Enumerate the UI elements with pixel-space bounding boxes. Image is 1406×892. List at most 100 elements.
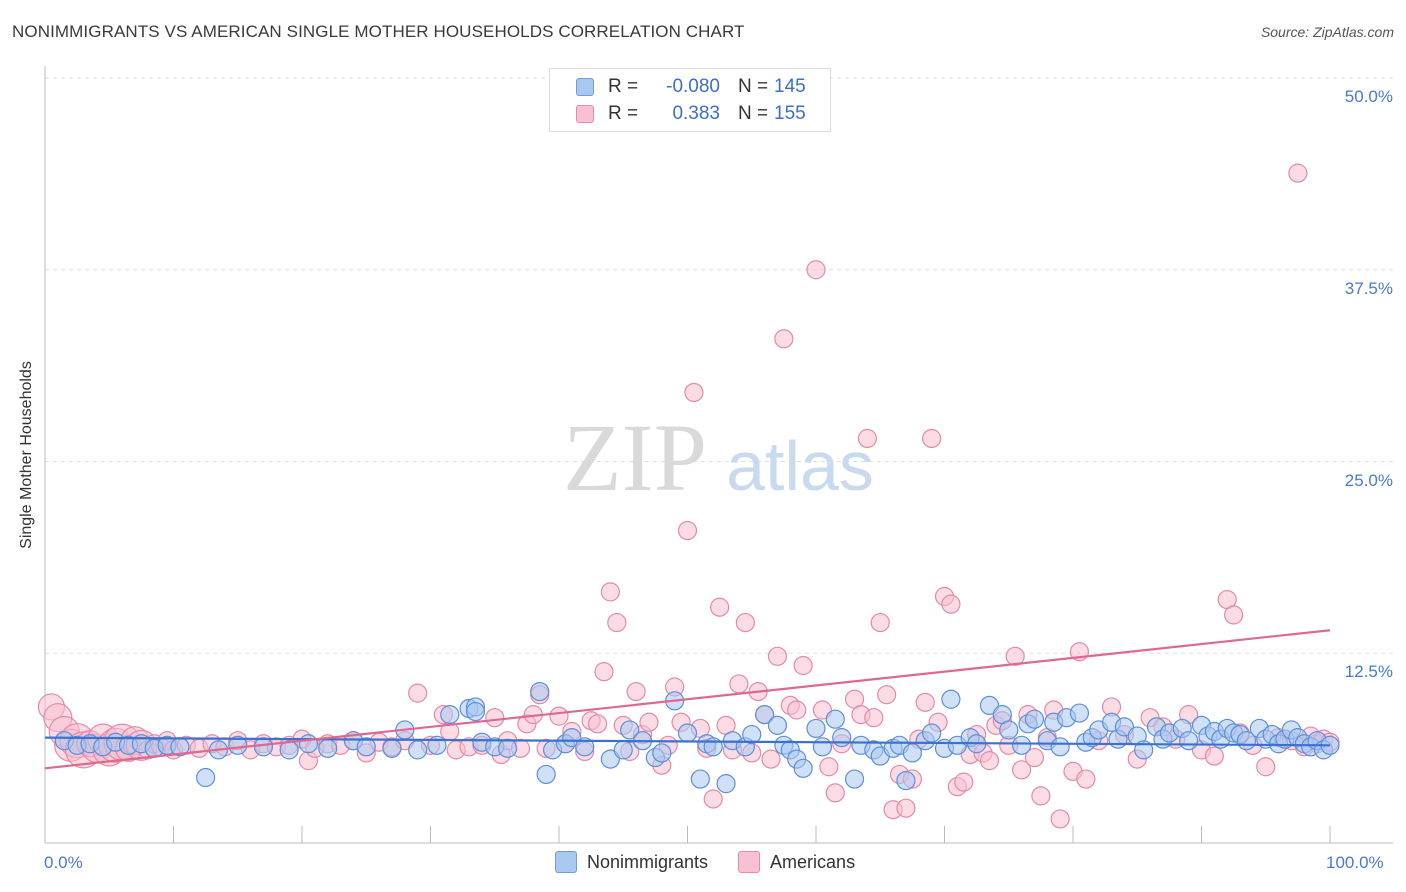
data-point	[716, 774, 736, 794]
n-label: N =	[738, 103, 769, 124]
chart-title: NONIMMIGRANTS VS AMERICAN SINGLE MOTHER …	[12, 22, 745, 41]
data-point	[318, 738, 338, 758]
data-point	[1005, 646, 1025, 666]
grid-lines	[45, 77, 1393, 654]
n-value: 155	[774, 103, 806, 124]
data-point	[1134, 740, 1154, 760]
data-point	[896, 770, 916, 791]
data-point	[735, 612, 755, 633]
data-point	[1024, 709, 1045, 729]
data-point	[652, 743, 672, 763]
data-point	[1031, 786, 1051, 806]
data-point	[793, 655, 813, 676]
data-point	[922, 723, 942, 743]
data-point	[382, 738, 402, 758]
data-point	[253, 737, 274, 757]
data-point	[613, 740, 633, 760]
data-point	[440, 705, 460, 725]
data-point	[761, 749, 781, 769]
data-point	[896, 798, 916, 818]
data-point	[1179, 731, 1199, 751]
data-point	[999, 720, 1019, 740]
data-point	[587, 714, 608, 734]
y-tick-label: 25.0%	[1344, 470, 1393, 490]
data-point	[877, 685, 897, 705]
r-value: -0.080	[666, 76, 720, 97]
data-point	[465, 701, 486, 722]
watermark-zip: ZIP	[563, 404, 707, 511]
y-tick-label: 12.5%	[1344, 662, 1393, 682]
data-point	[575, 737, 595, 757]
data-point	[1011, 760, 1032, 780]
r-value: 0.383	[672, 103, 720, 124]
data-point	[1024, 747, 1045, 768]
data-point	[844, 769, 865, 789]
data-point	[754, 705, 775, 725]
watermark-atlas: atlas	[726, 427, 874, 505]
data-point	[1069, 703, 1090, 723]
source-label: Source: ZipAtlas.com	[1260, 24, 1394, 40]
data-point	[710, 597, 730, 617]
data-point	[703, 789, 723, 809]
data-point	[832, 728, 852, 748]
data-point	[600, 582, 621, 602]
data-point	[620, 720, 640, 740]
data-point	[857, 428, 878, 449]
legend-item-americans[interactable]: Americans	[738, 851, 855, 873]
data-point	[774, 329, 794, 349]
data-point	[806, 718, 826, 739]
data-point	[626, 681, 646, 702]
data-point	[767, 646, 788, 666]
data-point	[1288, 163, 1308, 183]
data-point	[941, 689, 961, 709]
data-point	[767, 715, 788, 735]
legend-swatch-pink	[738, 851, 761, 873]
data-point	[812, 737, 833, 757]
data-point	[498, 738, 518, 758]
data-point	[485, 708, 505, 728]
data-point	[196, 767, 216, 788]
data-point	[279, 740, 299, 760]
data-point	[941, 594, 961, 614]
data-point	[729, 674, 749, 694]
r-label: R =	[608, 76, 639, 97]
data-point	[902, 743, 922, 763]
data-point	[864, 708, 884, 728]
series-legend: Nonimmigrants Americans	[555, 851, 885, 873]
pink-swatch	[576, 105, 594, 123]
data-point	[787, 700, 807, 720]
data-point	[915, 692, 935, 712]
data-point	[1204, 746, 1224, 766]
data-point	[607, 612, 627, 633]
data-point	[742, 724, 762, 745]
data-point	[594, 662, 614, 682]
legend-row-americans: R = 0.383 N = 155	[550, 101, 806, 127]
trend-line-americans	[44, 629, 1331, 770]
data-point	[298, 734, 319, 754]
blue-swatch	[576, 78, 594, 96]
data-point	[1050, 737, 1070, 757]
trend-line-nonimmigrants	[44, 736, 1331, 747]
data-point	[870, 612, 890, 633]
data-point	[536, 764, 556, 785]
data-point	[825, 709, 845, 729]
trend-lines	[44, 629, 1331, 770]
legend-item-nonimmigrants[interactable]: Nonimmigrants	[555, 851, 708, 873]
y-axis-label: Single Mother Households	[18, 361, 35, 549]
data-point	[825, 783, 845, 803]
data-point	[677, 723, 698, 743]
watermark: ZIP atlas	[563, 404, 874, 511]
data-point	[793, 758, 813, 778]
data-point	[639, 712, 659, 732]
data-point	[356, 737, 376, 757]
data-point	[954, 772, 974, 792]
n-value: 145	[774, 76, 806, 97]
x-tick-max: 100.0%	[1326, 853, 1384, 872]
data-point	[677, 520, 698, 541]
y-tick-label: 50.0%	[1344, 87, 1393, 106]
data-point	[1076, 769, 1096, 789]
n-label: N =	[738, 76, 769, 97]
stats-legend: R = -0.080 N = 145 R = 0.383 N = 155	[549, 68, 831, 132]
data-point	[979, 751, 1000, 771]
